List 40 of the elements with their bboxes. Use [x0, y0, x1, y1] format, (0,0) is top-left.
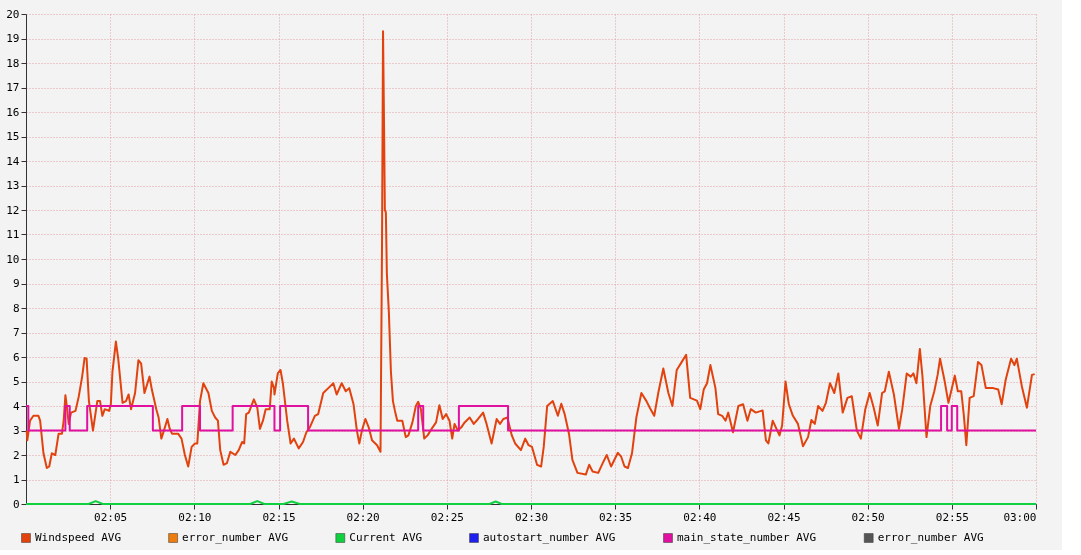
- y-tick-label: 20: [6, 7, 20, 21]
- y-tick-label: 10: [6, 252, 20, 266]
- y-tick-label: 14: [6, 154, 20, 168]
- x-tick-label: 02:05: [94, 510, 128, 524]
- y-tick-label: 5: [12, 375, 20, 388]
- y-tick-label: 4: [12, 399, 20, 413]
- y-tick-label: 1: [12, 473, 20, 486]
- y-tick-label: 13: [6, 179, 20, 192]
- x-tick-label: 02:40: [683, 510, 717, 524]
- x-tick-label: 03:00: [1003, 510, 1037, 524]
- legend-label: error_number AVG: [877, 531, 984, 544]
- y-tick-label: 8: [12, 301, 20, 315]
- legend-label: Current AVG: [349, 531, 423, 544]
- y-tick-label: 16: [6, 105, 20, 119]
- x-tick-label: 02:35: [599, 510, 633, 524]
- legend-label: Windspeed AVG: [35, 531, 122, 544]
- x-tick-label: 02:20: [346, 510, 380, 524]
- legend-label: error_number AVG: [182, 531, 289, 544]
- y-tick-label: 9: [12, 277, 20, 290]
- y-tick-label: 0: [12, 497, 20, 511]
- y-tick-label: 2: [12, 448, 20, 462]
- y-tick-label: 17: [6, 81, 20, 94]
- y-tick-label: 7: [12, 326, 20, 339]
- y-tick-label: 12: [6, 203, 20, 217]
- y-tick-label: 6: [12, 350, 20, 364]
- y-tick-label: 3: [12, 424, 20, 437]
- line-series: [25, 30, 1036, 476]
- x-tick-label: 02:15: [262, 510, 296, 524]
- y-tick-label: 11: [6, 228, 20, 241]
- legend-label: main_state_number AVG: [677, 531, 817, 544]
- y-tick-label: 18: [6, 56, 20, 70]
- x-tick-label: 02:30: [514, 510, 549, 524]
- x-tick-label: 02:55: [935, 510, 969, 524]
- y-tick-label: 19: [6, 32, 20, 45]
- x-tick-label: 02:25: [430, 510, 464, 524]
- x-tick-label: 02:45: [767, 510, 801, 524]
- y-tick-label: 15: [6, 130, 20, 143]
- x-tick-label: 02:10: [178, 510, 212, 524]
- x-tick-label: 02:50: [851, 510, 885, 524]
- legend-label: autostart_number AVG: [483, 531, 616, 544]
